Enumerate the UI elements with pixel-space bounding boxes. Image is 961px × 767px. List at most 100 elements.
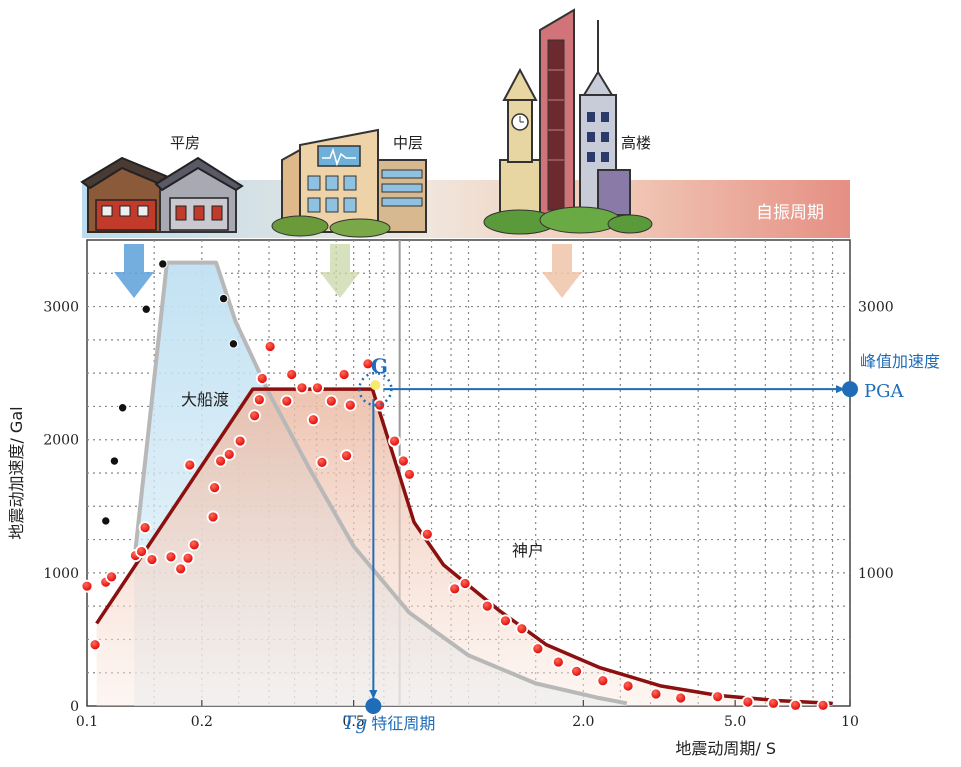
series-label-dachuandu: 大船渡 [181,390,229,409]
down-arrow-highrise [542,244,582,298]
pga-caption: 峰值加速度 [860,352,940,371]
point-shenhu [767,696,780,710]
point-shenhu [174,562,188,576]
point-shenhu [621,679,635,693]
point-shenhu [396,454,410,468]
y-tick-label-right: 3000 [858,300,894,316]
point-shenhu [343,398,357,412]
fill-shenhu-area [96,389,833,706]
point-shenhu [285,368,299,381]
tg-symbol: Tg [343,712,368,734]
point-shenhu [311,381,324,395]
point-shenhu [208,481,221,495]
point-shenhu [649,687,663,701]
y-tick-label-left: 0 [70,699,79,715]
point-shenhu [420,527,434,541]
y-tick-label-left: 1000 [43,566,79,582]
point-shenhu [306,413,320,427]
point-shenhu [233,434,247,448]
point-shenhu [280,394,294,408]
midrise-illustration [271,128,427,238]
point-shenhu [183,458,197,472]
down-arrow-bungalow [114,244,154,298]
data-points [80,259,830,712]
point-shenhu [206,510,220,524]
point-shenhu [181,551,195,565]
point-shenhu [515,622,529,636]
point-shenhu [214,454,228,468]
point-shenhu [164,550,178,564]
point-shenhu [255,372,269,385]
point-shenhu [531,642,545,656]
point-shenhu [187,538,201,552]
point-shenhu [315,455,329,469]
point-shenhu [551,655,565,669]
tg-dot [365,698,382,714]
point-dachuandu [218,293,229,304]
point-shenhu [145,553,159,566]
point-dachuandu [158,259,168,269]
axes: 0.1 0.2 0.5 2.0 5.0 10 0 1000 2000 3000 1000 3000 [43,300,893,730]
point-shenhu [138,521,152,534]
point-shenhu [88,638,102,652]
x-tick-label: 0.1 [76,714,98,730]
point-shenhu [248,409,262,423]
pga-dot [842,381,858,398]
x-tick-label: 0.2 [191,714,213,730]
point-shenhu [789,698,802,712]
point-shenhu [458,577,472,590]
point-shenhu [252,393,266,407]
point-shenhu [222,447,236,461]
point-shenhu [448,582,462,596]
point-shenhu [340,449,353,463]
series-label-shenhu: 神户 [512,541,544,560]
point-shenhu [499,614,512,628]
banner-label: 自振周期 [756,203,824,223]
point-shenhu [570,664,583,678]
envelope-line-gray [132,260,628,706]
point-shenhu [80,579,94,593]
point-shenhu [337,368,351,381]
x-tick-label: 5.0 [724,714,746,730]
y-axis-label: 地震动加速度/ Gal [7,406,26,539]
point-shenhu [295,381,309,395]
point-dachuandu [109,456,120,466]
building-label-midrise: 中层 [393,134,423,152]
point-shenhu [135,545,148,558]
building-label-bungalow: 平房 [170,134,200,152]
point-shenhu [361,357,375,371]
x-tick-label: 0.5 [343,714,365,730]
point-shenhu [263,340,277,353]
tg-caption: 特征周期 [371,714,435,733]
pga-label: PGA [864,381,904,402]
point-shenhu [816,698,830,712]
x-tick-label: 2.0 [572,714,594,730]
x-tick-label: 10 [841,714,859,730]
highrise-illustration [483,8,653,235]
point-shenhu [388,434,401,448]
point-shenhu [403,467,416,481]
point-shenhu [711,690,725,704]
building-label-highrise: 高楼 [621,134,651,152]
point-shenhu [596,674,610,688]
point-shenhu [324,394,338,408]
g-highlight [370,380,381,391]
period-arrows [114,244,582,298]
bungalow-illustration [80,156,244,233]
y-tick-label-left: 2000 [43,433,79,449]
y-tick-label-left: 3000 [43,300,79,316]
area-fills [96,262,833,706]
point-shenhu [741,695,755,709]
point-shenhu [674,691,688,705]
annotations: G 峰值加速度 PGA Tg 特征周期 [343,352,940,734]
down-arrow-midrise [320,244,360,298]
point-shenhu [480,599,494,613]
point-dachuandu [228,339,239,349]
point-dachuandu [141,304,151,314]
point-dachuandu [101,516,111,526]
g-point-label: G [371,354,388,378]
point-shenhu [105,570,118,584]
point-dachuandu [117,403,128,413]
